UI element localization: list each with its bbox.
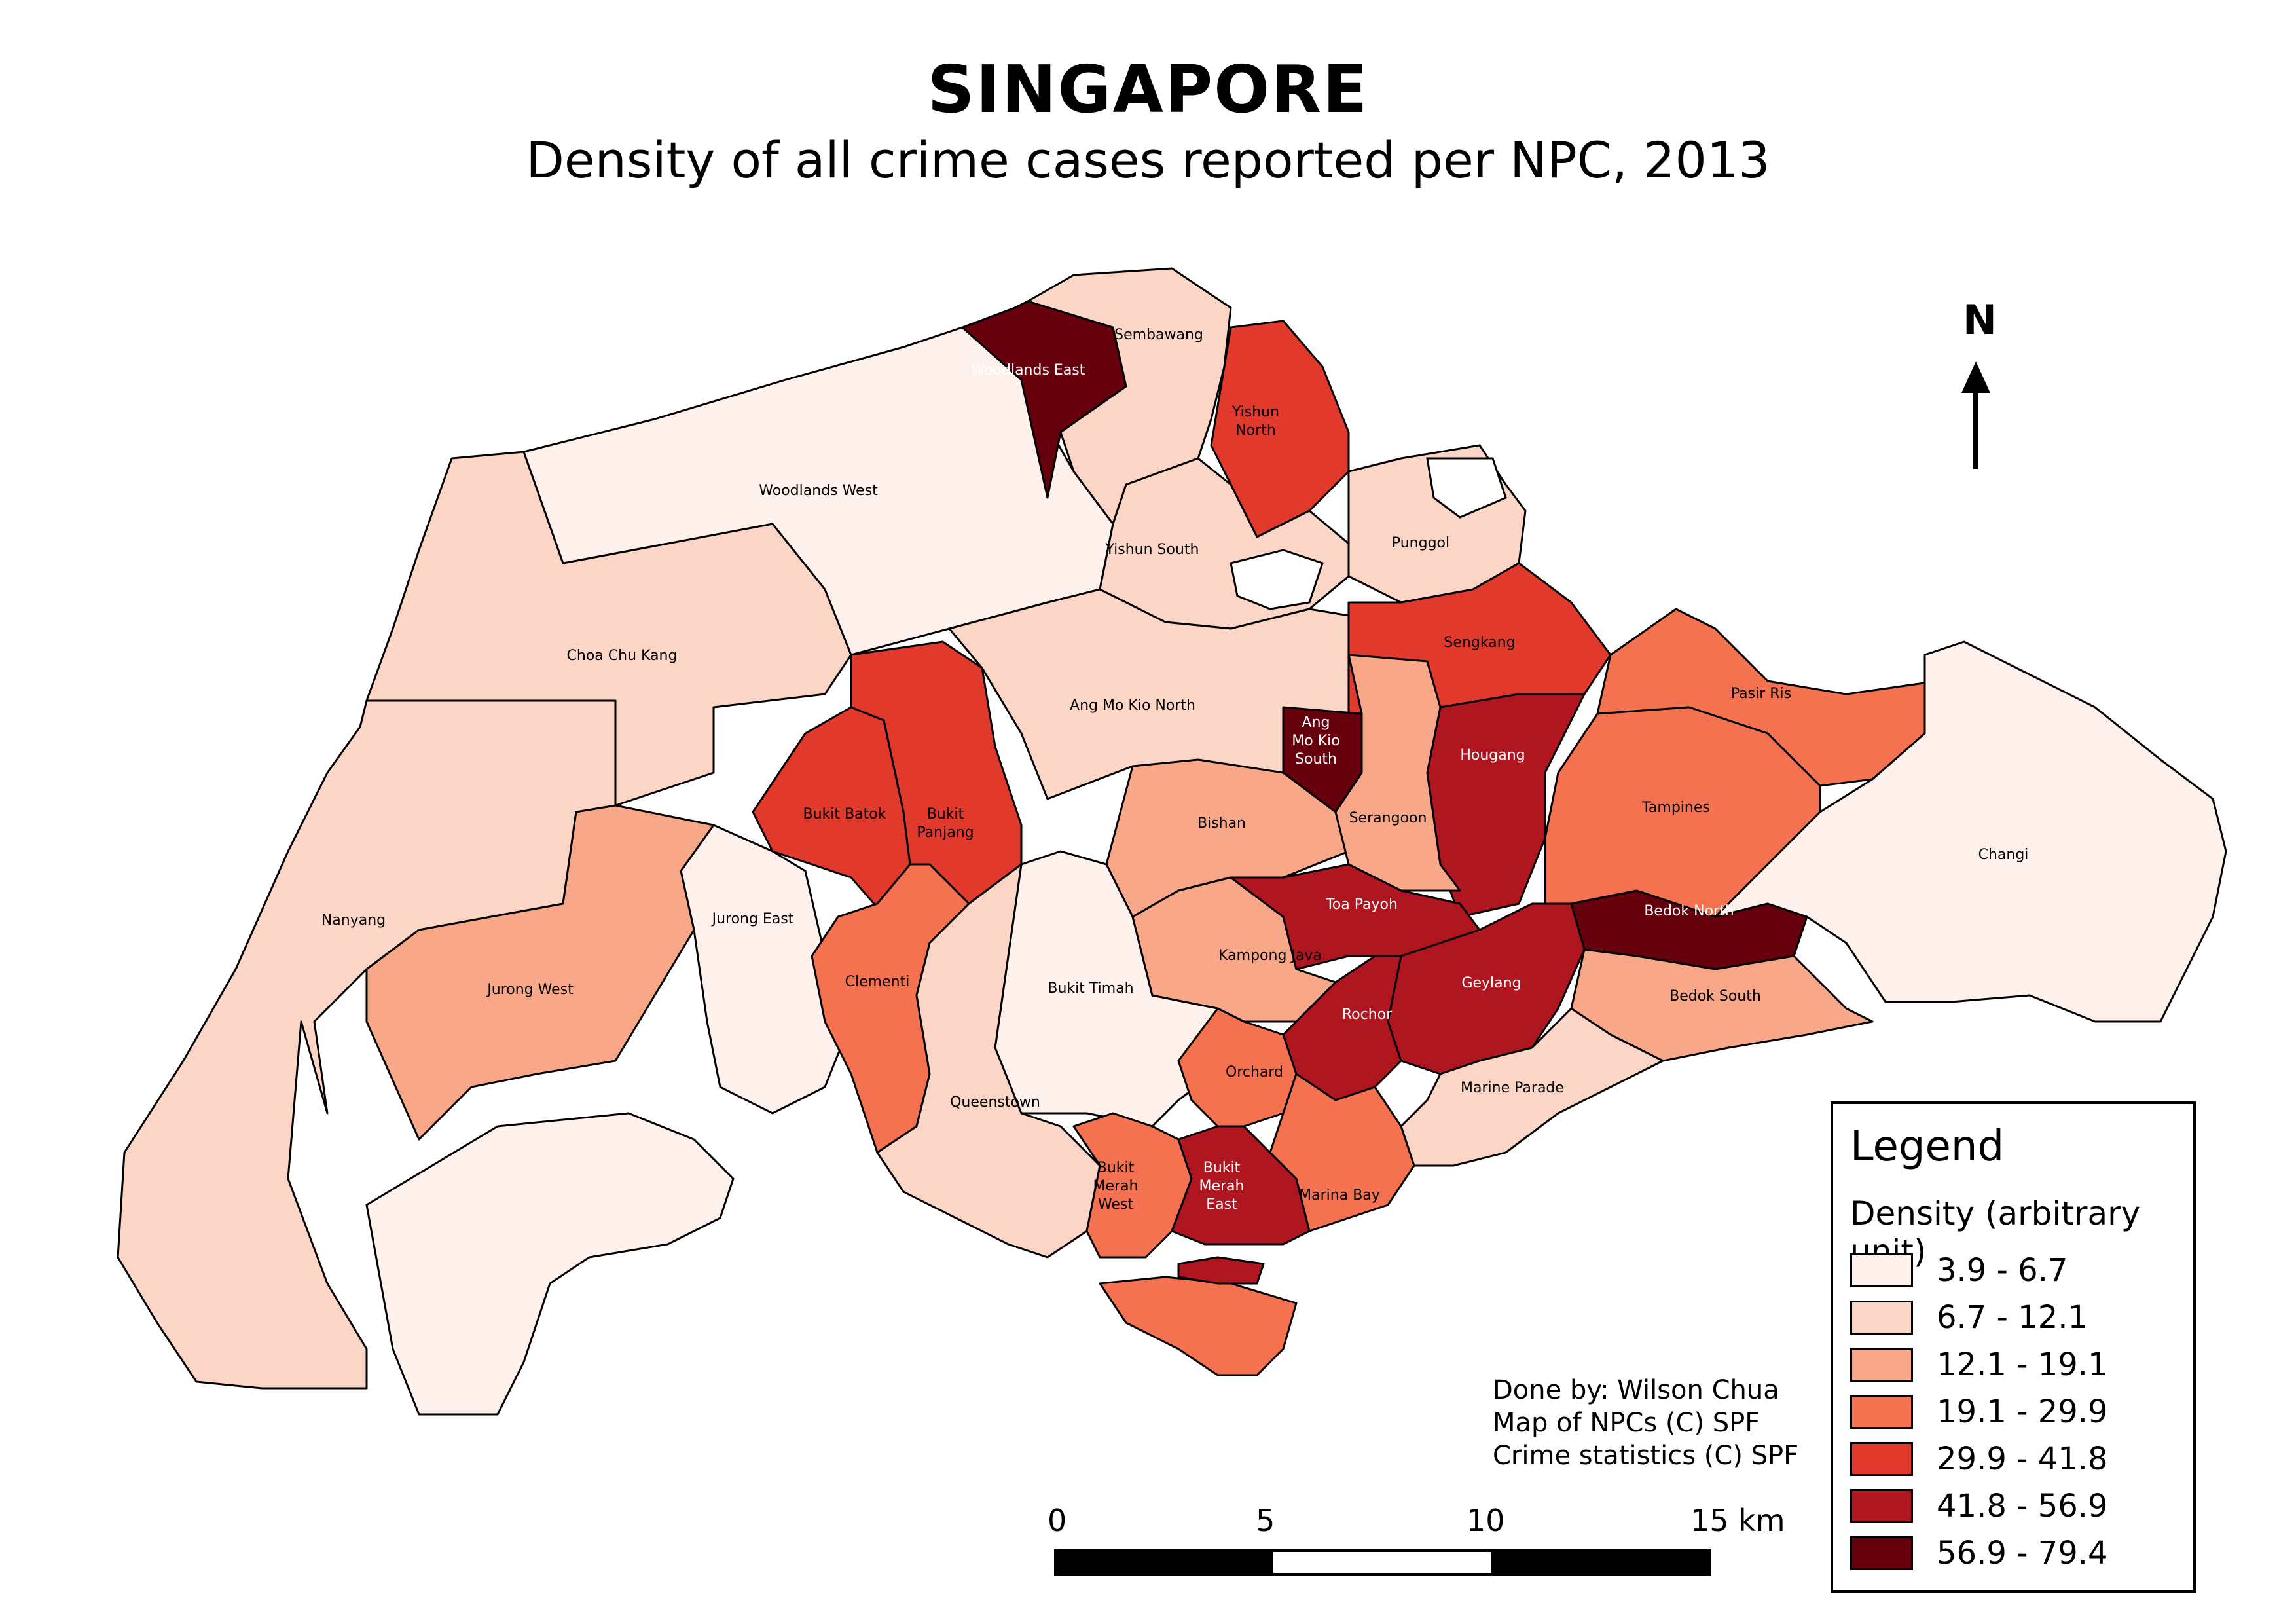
region-queenstown [876,863,1101,1259]
credit-author: Done by: Wilson Chua [1493,1375,1779,1405]
legend-label: 29.9 - 41.8 [1937,1441,2108,1477]
region-changi [1714,640,2227,1023]
region-label-pasir-ris: Pasir Ris [1731,686,1791,702]
region-labels: Woodlands East Sembawang Yishun North Woodla… [321,327,2029,1213]
region-label-ang-mo-kio-south: Ang Mo Kio South [1292,714,1339,767]
legend-label: 12.1 - 19.1 [1937,1346,2108,1383]
region-label-geylang: Geylang [1461,975,1521,991]
region-label-bukit-timah: Bukit Timah [1048,980,1133,997]
region-label-changi: Changi [1978,847,2029,863]
region-brani-island [1177,1256,1265,1285]
lower-seletar-reservoir [1230,549,1324,610]
region-label-sengkang: Sengkang [1444,635,1515,651]
region-label-nanyang: Nanyang [321,912,386,929]
region-label-yishun-north: Yishun North [1231,404,1279,439]
region-label-woodlands-west: Woodlands West [759,483,878,499]
region-label-choa-chu-kang: Choa Chu Kang [567,648,678,664]
region-label-bukit-merah-west: Bukit Merah West [1093,1160,1139,1213]
legend-label: 19.1 - 29.9 [1937,1393,2108,1430]
scale-tick-5: 5 [1256,1503,1275,1538]
legend-label: 6.7 - 12.1 [1937,1299,2088,1336]
region-label-orchard: Orchard [1226,1064,1283,1080]
region-label-marine-parade: Marine Parade [1461,1080,1564,1096]
region-label-woodlands-east: Woodlands East [971,362,1085,378]
region-label-bedok-south: Bedok South [1669,988,1761,1005]
scale-tick-0: 0 [1048,1503,1067,1538]
region-label-yishun-south: Yishun South [1105,542,1199,558]
region-label-ang-mo-kio-north: Ang Mo Kio North [1070,697,1195,714]
region-label-hougang: Hougang [1460,747,1525,764]
region-orchard [1177,1007,1298,1128]
region-label-toa-payoh: Toa Payoh [1325,896,1398,913]
region-label-punggol: Punggol [1392,535,1449,551]
region-label-queenstown: Queenstown [950,1094,1040,1111]
north-label: N [1963,296,1997,344]
legend-swatch [1850,1536,1913,1570]
scale-bar [1054,1549,1711,1576]
region-marina-bay [1269,1073,1415,1232]
scale-tick-15: 15 km [1690,1503,1785,1538]
credits: Done by: Wilson Chua Map of NPCs (C) SPF… [1493,1374,1798,1472]
legend: Legend Density (arbitrary unit) 3.9 - 6.… [1831,1101,2196,1593]
water-bodies [1230,457,1507,610]
region-label-sembawang: Sembawang [1114,327,1203,343]
credit-data-source: Crime statistics (C) SPF [1493,1441,1799,1471]
region-label-bishan: Bishan [1197,815,1246,832]
map-subtitle: Density of all crime cases reported per … [526,131,1770,189]
legend-label: 56.9 - 79.4 [1937,1535,2108,1572]
region-label-bukit-batok: Bukit Batok [803,806,886,822]
region-label-bukit-panjang: Bukit Panjang [917,806,974,841]
legend-title: Legend [1850,1122,2005,1171]
legend-swatch [1850,1395,1913,1429]
credit-map-source: Map of NPCs (C) SPF [1493,1408,1760,1438]
punggol-inlet [1426,457,1507,519]
region-jurong-west [365,804,715,1141]
region-label-tampines: Tampines [1641,800,1710,816]
region-label-jurong-east: Jurong East [711,911,794,927]
legend-swatch [1850,1301,1913,1335]
north-arrow-icon [1961,361,1990,469]
region-sentosa [1099,1276,1298,1376]
legend-swatch [1850,1348,1913,1382]
region-bukit-merah-east [1171,1125,1311,1246]
region-label-marina-bay: Marina Bay [1299,1187,1380,1204]
map-title: SINGAPORE [927,51,1369,128]
npc-regions [117,267,2227,1416]
legend-swatch [1850,1489,1913,1523]
region-label-rochor: Rochor [1342,1006,1393,1023]
scale-tick-10: 10 [1467,1503,1505,1538]
legend-label: 41.8 - 56.9 [1937,1488,2108,1524]
region-label-bukit-merah-east: Bukit Merah East [1199,1160,1245,1213]
region-label-serangoon: Serangoon [1349,810,1427,826]
region-label-jurong-west: Jurong West [486,982,574,998]
legend-swatch [1850,1442,1913,1476]
region-jurong-island [365,1112,735,1416]
region-serangoon [1334,654,1461,892]
legend-swatch [1850,1253,1913,1287]
legend-label: 3.9 - 6.7 [1937,1252,2068,1289]
region-label-clementi: Clementi [845,974,910,990]
region-label-kampong-java: Kampong Java [1218,948,1322,964]
region-label-bedok-north: Bedok North [1644,903,1734,919]
